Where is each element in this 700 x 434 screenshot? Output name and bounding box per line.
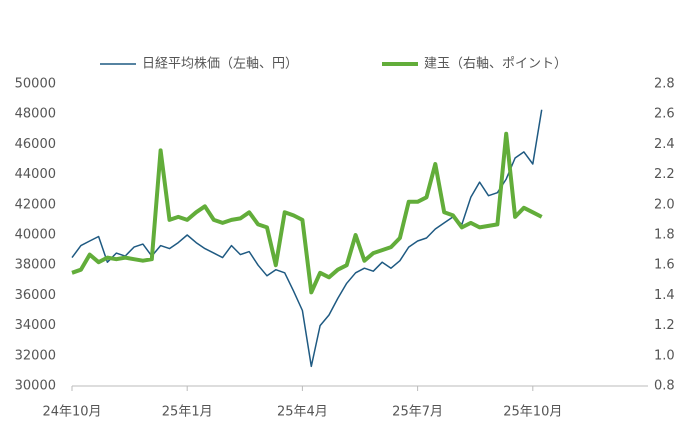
y2-tick-label: 0.8 [654,379,675,394]
y2-tick-label: 2.8 [654,77,675,92]
y-tick-label: 32000 [15,348,56,363]
x-tick-label: 24年10月 [42,405,101,420]
y-tick-label: 48000 [15,107,56,122]
legend-label: 日経平均株価（左軸、円） [142,57,298,72]
x-tick-label: 25年4月 [277,405,328,420]
y-tick-label: 46000 [15,137,56,152]
y-tick-label: 50000 [15,77,56,92]
series-line [71,131,543,295]
y-tick-label: 40000 [15,228,56,243]
y2-tick-label: 1.8 [654,228,675,243]
y-tick-label: 38000 [15,258,56,273]
y2-tick-label: 2.4 [654,137,675,152]
y2-tick-label: 2.6 [654,107,675,122]
y-tick-label: 36000 [15,288,56,303]
legend-label: 建玉（右軸、ポイント） [424,57,567,72]
y2-tick-label: 1.4 [654,288,675,303]
y-tick-label: 42000 [15,197,56,212]
y2-tick-label: 2.2 [654,167,675,182]
y-tick-label: 34000 [15,318,56,333]
y-tick-label: 30000 [15,379,56,394]
y2-tick-label: 2.0 [654,197,675,212]
series-line [71,109,543,368]
y2-tick-label: 1.2 [654,318,675,333]
x-tick-label: 25年1月 [162,405,213,420]
x-tick-label: 25年7月 [392,405,443,420]
y2-tick-label: 1.0 [654,348,675,363]
y2-tick-label: 1.6 [654,258,675,273]
y-tick-label: 44000 [15,167,56,182]
x-tick-label: 25年10月 [503,405,562,420]
